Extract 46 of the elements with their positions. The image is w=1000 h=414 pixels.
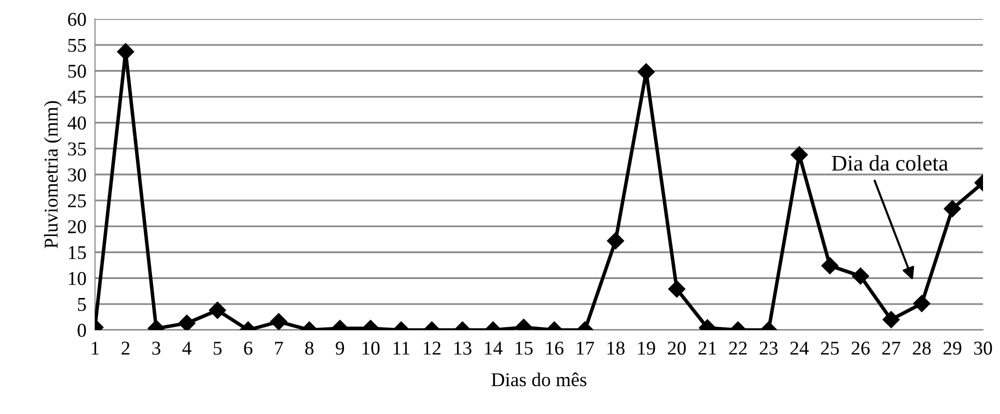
- x-tick-label: 14: [485, 342, 502, 355]
- y-tick-label: 40: [68, 116, 86, 130]
- x-tick-label: 25: [821, 342, 839, 355]
- y-tick-label: 25: [68, 194, 86, 208]
- y-tick-label: 5: [78, 298, 86, 311]
- x-tick-label: 30: [974, 342, 992, 355]
- y-tick-label: 35: [68, 142, 86, 156]
- x-tick-label: 6: [244, 342, 252, 355]
- x-tick-label: 24: [790, 342, 809, 355]
- y-tick-label: 15: [68, 246, 86, 260]
- x-tick-label: 19: [638, 342, 656, 355]
- annotation: Dia da coleta: [832, 155, 948, 171]
- x-tick-label: 3: [152, 342, 160, 355]
- x-axis-title: Dias do mês: [491, 372, 586, 386]
- x-tick-label: 15: [516, 342, 533, 355]
- x-tick-label: 18: [608, 342, 625, 355]
- x-tick-label: 17: [576, 342, 594, 355]
- x-tick-label: 21: [698, 342, 716, 355]
- y-tick-label: 0: [78, 324, 86, 337]
- y-axis-title: Pluviometria (mm): [44, 101, 62, 248]
- x-tick-label: 29: [944, 342, 962, 355]
- x-tick-label: 9: [336, 342, 344, 355]
- x-tick-label: 2: [122, 342, 130, 355]
- x-tick-label: 4: [182, 342, 192, 355]
- y-tick-label: 55: [68, 38, 86, 52]
- x-tick-label: 27: [882, 342, 900, 355]
- y-tick-label: 60: [68, 12, 86, 26]
- x-tick-label: 7: [275, 342, 284, 355]
- x-tick-label: 22: [729, 342, 747, 355]
- y-tick-label: 20: [68, 220, 86, 234]
- x-tick-label: 8: [305, 342, 314, 355]
- x-tick-label: 16: [546, 342, 564, 355]
- y-tick-label: 10: [68, 272, 86, 286]
- x-tick-label: 10: [362, 342, 380, 355]
- x-tick-label: 23: [760, 342, 778, 355]
- x-tick-label: 20: [668, 342, 686, 355]
- x-tick-label: 13: [454, 342, 472, 355]
- x-tick-label: 26: [852, 342, 870, 355]
- y-tick-label: 45: [68, 90, 86, 104]
- x-tick-label: 5: [214, 342, 222, 355]
- y-tick-label: 50: [68, 64, 86, 78]
- x-tick-label: 1: [92, 342, 99, 355]
- x-tick-label: 28: [912, 342, 931, 355]
- x-tick-label: 11: [394, 342, 410, 355]
- y-tick-label: 30: [68, 168, 86, 182]
- x-tick-label: 12: [424, 342, 440, 355]
